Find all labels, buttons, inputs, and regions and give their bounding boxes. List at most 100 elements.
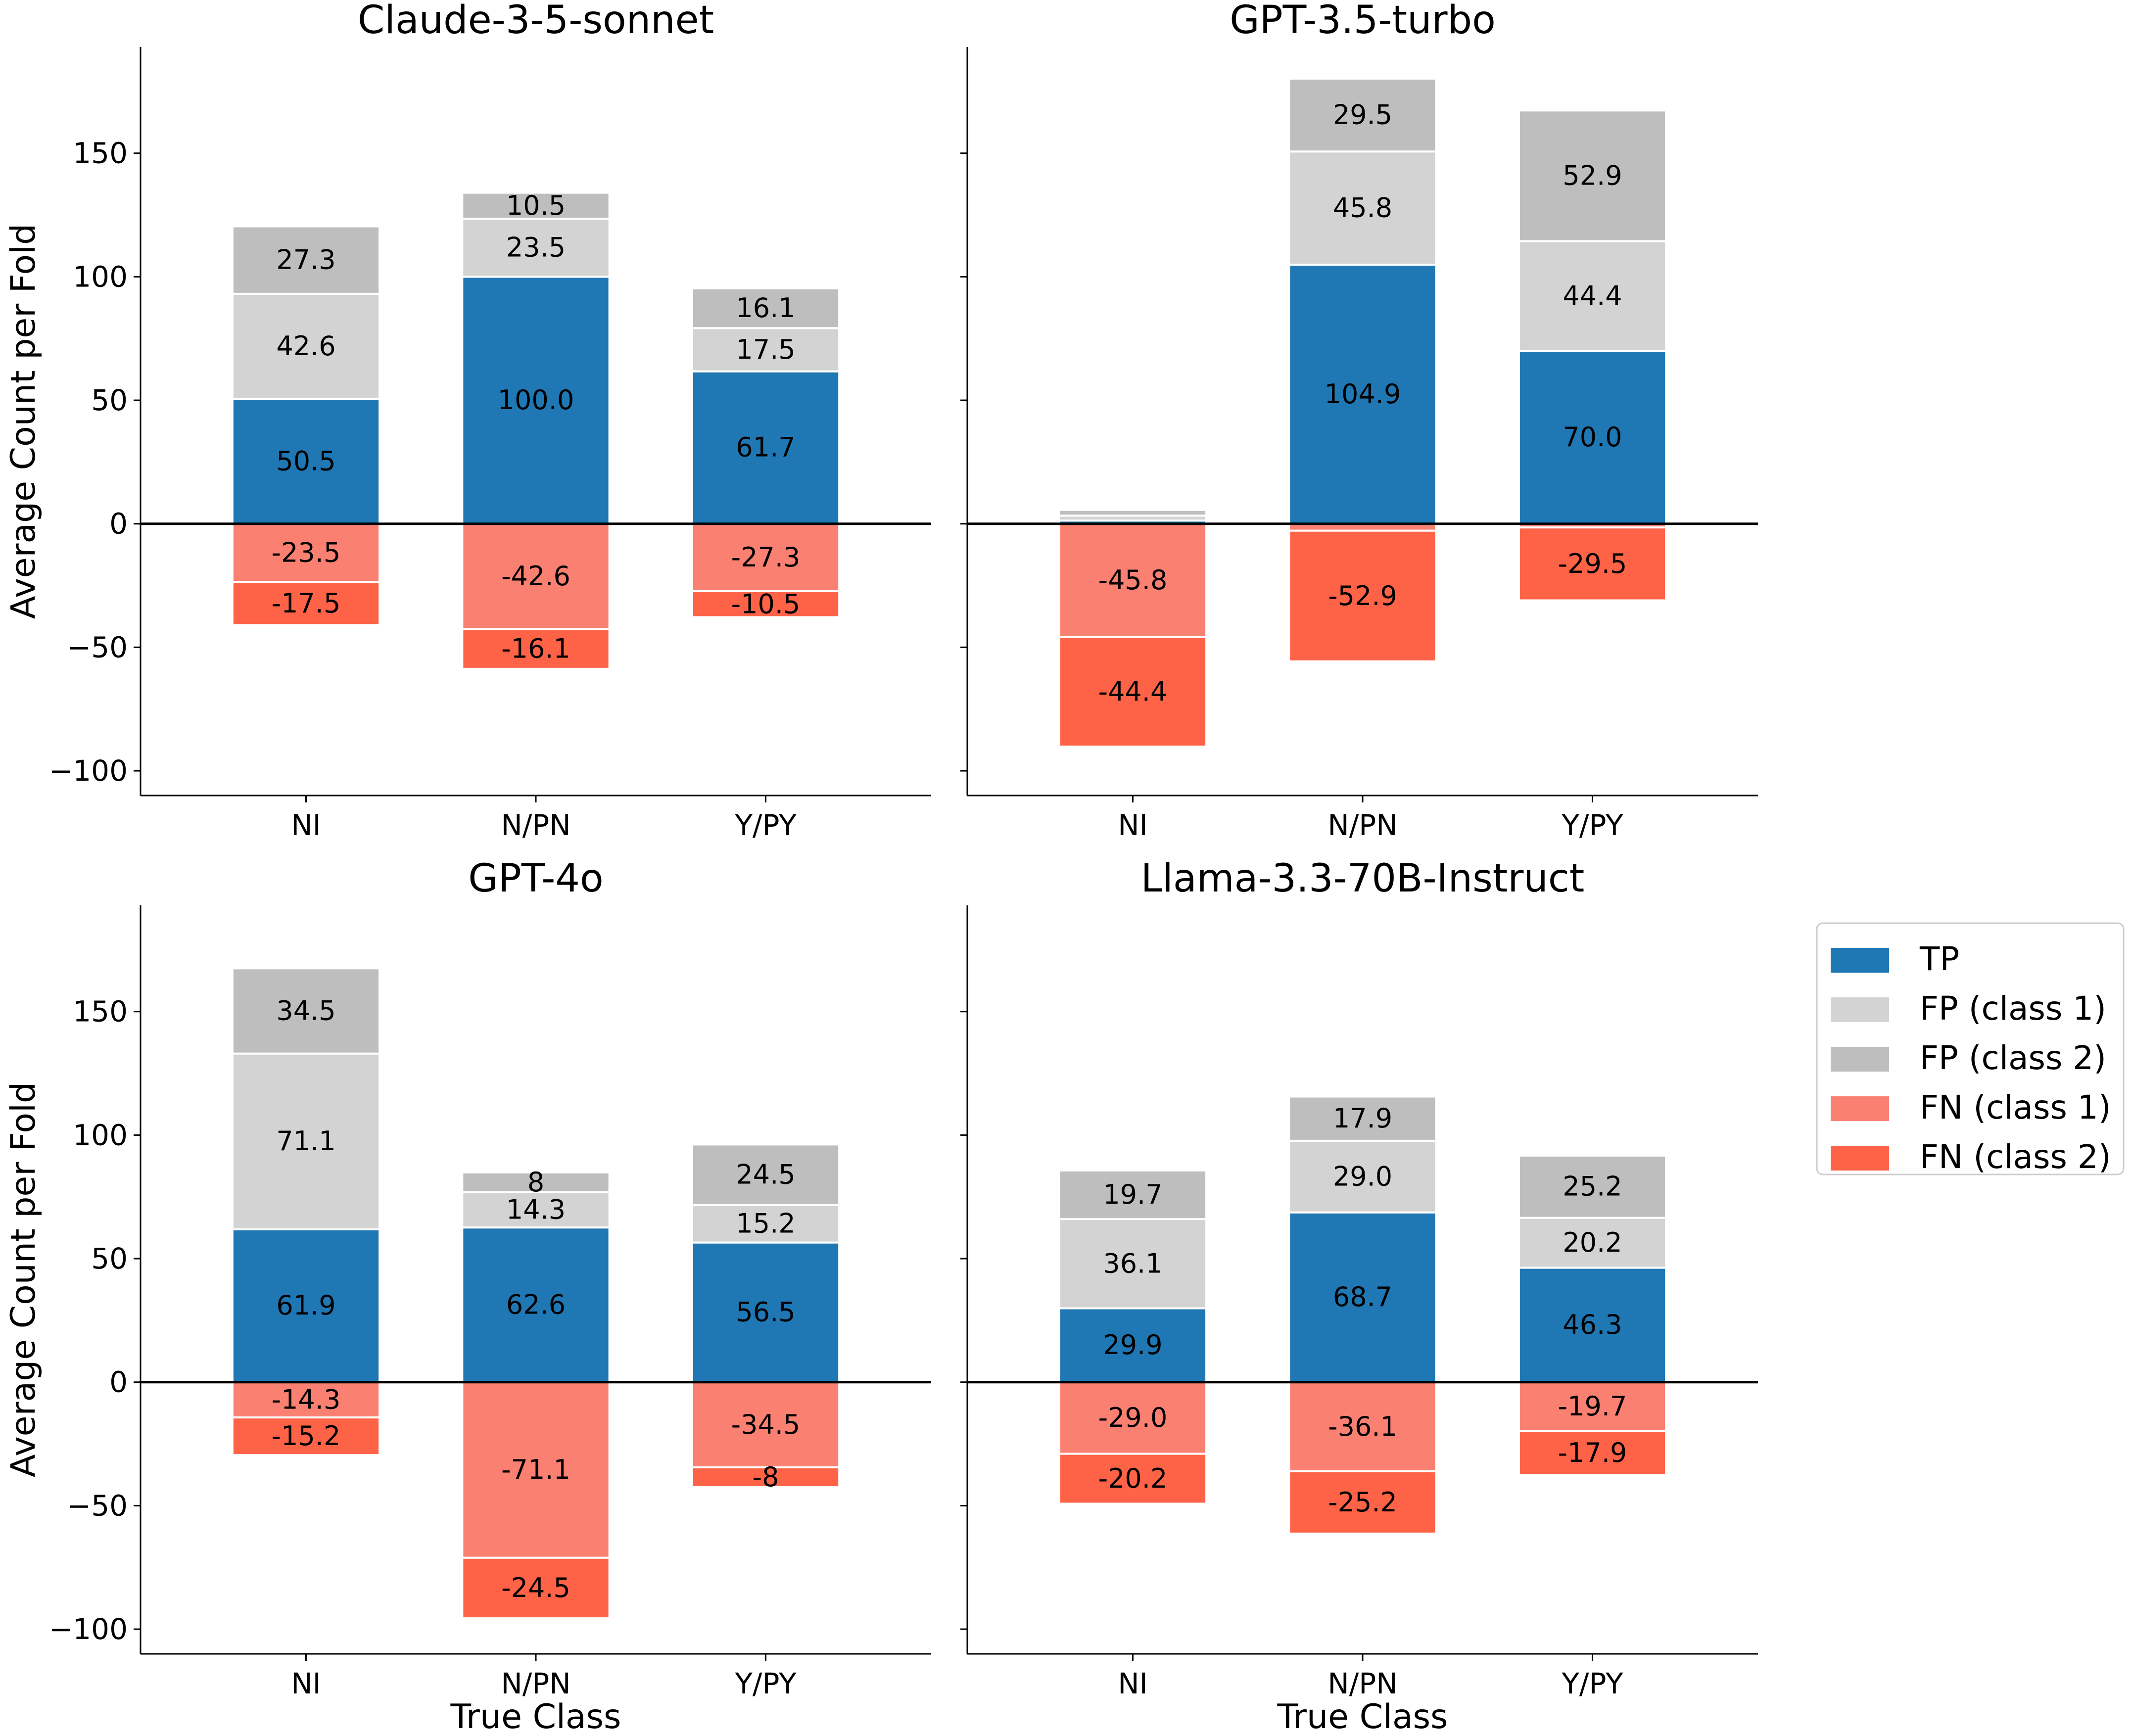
panels: Claude-3-5-sonnet 50.5 42.6 27.3 -23.5 -17.5 1… (4, 0, 1758, 1736)
bar-fp-class-1 (1288, 150, 1437, 266)
data-label: 10.5 (506, 190, 566, 221)
data-label: -71.1 (501, 1454, 570, 1485)
data-label: 56.5 (736, 1297, 795, 1328)
x-tick-label: Y/PY (734, 1667, 797, 1700)
data-label: -17.9 (1558, 1437, 1627, 1468)
x-tick-label: Y/PY (734, 808, 797, 842)
data-label: -20.2 (1098, 1463, 1168, 1494)
data-label: 8 (527, 1167, 544, 1198)
data-label: -16.1 (501, 633, 570, 664)
legend-swatch-fn-class-2 (1831, 1146, 1889, 1171)
data-label: 19.7 (1103, 1179, 1162, 1210)
legend-label: TP (1919, 940, 1959, 978)
bar-fp-class-1 (691, 327, 841, 373)
data-label: -25.2 (1328, 1487, 1397, 1518)
bar-fp-class-2 (1058, 509, 1208, 517)
bar-fn-class-2 (231, 581, 381, 626)
data-label: 52.9 (1563, 160, 1622, 191)
y-tick-label: −100 (49, 1612, 128, 1646)
data-label: 34.5 (276, 995, 335, 1026)
y-tick-label: 150 (73, 995, 128, 1029)
data-label: 61.9 (276, 1290, 335, 1321)
panel-gpt-4o: GPT-4o 61.9 71.1 34.5 -14.3 -15.2 62.6 14.38 -71… (4, 856, 931, 1736)
data-label: 100.0 (498, 384, 574, 416)
x-tick-label: NI (291, 808, 321, 842)
panel-title: GPT-4o (468, 856, 603, 901)
bar-tp (1517, 350, 1667, 525)
y-tick-label: −50 (67, 1489, 128, 1522)
data-label: 62.6 (506, 1289, 566, 1320)
y-tick-label: 100 (73, 1118, 128, 1152)
data-label: -36.1 (1328, 1411, 1397, 1442)
data-label: 29.9 (1103, 1329, 1162, 1361)
data-label: 44.4 (1563, 280, 1622, 311)
data-label: 29.5 (1333, 99, 1392, 131)
data-label: -23.5 (272, 537, 341, 568)
y-axis-label: Average Count per Fold (4, 224, 43, 619)
bar-fn-class-1 (231, 522, 381, 583)
x-tick-label: NI (1118, 808, 1148, 842)
data-label: 15.2 (736, 1208, 795, 1239)
data-label: 24.5 (736, 1159, 795, 1190)
panel-llama-3-3-70b-instruct: Llama-3.3-70B-Instruct 29.9 36.1 19.7 -29.0 -… (960, 856, 1758, 1736)
y-tick-label: −100 (49, 754, 128, 788)
data-label: -44.4 (1098, 676, 1168, 707)
data-label: 71.1 (276, 1126, 335, 1157)
data-label: -52.9 (1328, 580, 1397, 611)
legend-label: FP (class 1) (1920, 989, 2106, 1028)
bar-fp-class-2 (1288, 77, 1437, 153)
bar-tp (461, 1226, 611, 1383)
data-label: -34.5 (731, 1409, 801, 1440)
data-label: -19.7 (1558, 1391, 1627, 1422)
bar-tp (691, 370, 841, 525)
bar-fn-class-1 (461, 1381, 611, 1559)
x-tick-label: N/PN (501, 808, 570, 842)
data-label: 16.1 (736, 292, 795, 324)
data-label: 46.3 (1563, 1309, 1622, 1340)
bar-fn-class-2 (1058, 636, 1208, 748)
data-label: 17.9 (1333, 1103, 1392, 1134)
bar-fn-class-2 (1288, 1470, 1437, 1535)
data-label: 50.5 (276, 446, 335, 477)
x-tick-label: NI (1118, 1667, 1148, 1700)
legend-label: FP (class 2) (1920, 1039, 2106, 1077)
data-label: 29.0 (1333, 1161, 1392, 1192)
bar-fp-class-1 (461, 1191, 611, 1229)
y-tick-label: 50 (91, 383, 128, 417)
data-label: -8 (753, 1461, 779, 1493)
bar-fp-class-2 (1288, 1095, 1437, 1142)
data-label: -15.2 (272, 1420, 341, 1452)
x-tick-label: N/PN (1327, 1667, 1397, 1700)
bar-fp-class-2 (1517, 1154, 1667, 1219)
data-label: 17.5 (736, 334, 795, 365)
bar-fn-class-2 (691, 1466, 841, 1488)
panel-title: Claude-3-5-sonnet (358, 0, 714, 43)
data-label: 42.6 (276, 330, 335, 362)
bar-fp-class-1 (691, 1204, 841, 1244)
y-tick-label: 150 (73, 137, 128, 170)
bar-fn-class-2 (1058, 1453, 1208, 1505)
bar-fn-class-2 (231, 1416, 381, 1456)
x-tick-label: Y/PY (1561, 808, 1623, 842)
data-label: 61.7 (736, 432, 795, 463)
bar-fn-class-2 (1517, 1430, 1667, 1476)
bar-fp-class-2 (1058, 1169, 1208, 1220)
legend: TP FP (class 1) FP (class 2) FN (class 1) FN… (1816, 922, 2125, 1176)
data-label: -17.5 (272, 588, 341, 619)
data-label: -29.0 (1098, 1402, 1168, 1433)
bar-fn-class-2 (1517, 526, 1667, 602)
data-label: 20.2 (1563, 1227, 1622, 1258)
bar-fp-class-1 (1288, 1139, 1437, 1214)
data-label: -10.5 (731, 588, 801, 619)
bar-tp (1058, 1307, 1208, 1383)
bar-fn-class-2 (461, 1556, 611, 1620)
data-label: 23.5 (506, 232, 566, 263)
bar-fp-class-2 (461, 191, 611, 220)
x-tick-label: NI (291, 1667, 321, 1700)
data-label: 36.1 (1103, 1248, 1162, 1279)
x-tick-label: Y/PY (1561, 1667, 1623, 1700)
panel-title: Llama-3.3-70B-Instruct (1141, 856, 1585, 901)
bar-fn-class-2 (461, 628, 611, 670)
bar-fp-class-1 (461, 218, 611, 278)
data-label: 45.8 (1333, 192, 1392, 224)
